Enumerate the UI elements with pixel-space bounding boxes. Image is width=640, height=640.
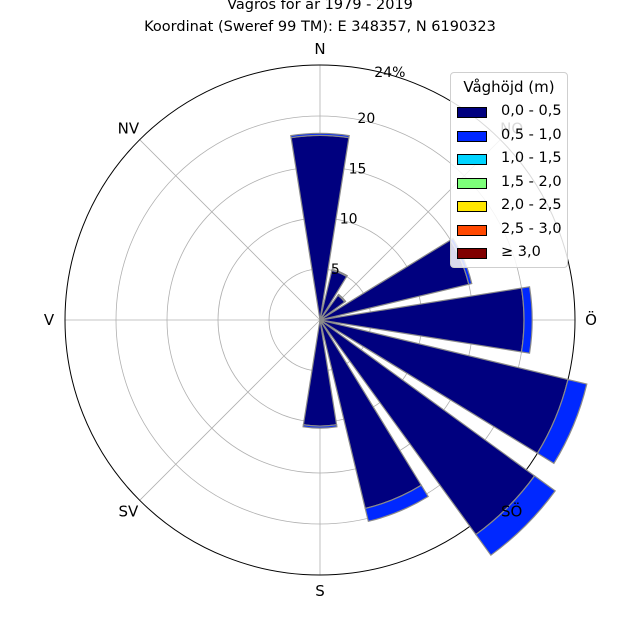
chart-title: Vågros för år 1979 - 2019 [227,0,413,13]
legend: Våghöjd (m) 0,0 - 0,5 0,5 - 1,0 1,0 - 1,5 1… [450,72,568,268]
outer-ring [64,64,576,576]
direction-label-SV: SV [118,503,139,521]
bar-NNO-1 [331,268,349,278]
chart-subtitle: Koordinat (Sweref 99 TM): E 348357, N 61… [144,19,496,35]
legend-swatch [457,177,487,189]
radial-tick-label: 5 [331,262,340,278]
bar-SSO-1 [364,484,430,523]
direction-label-S: S [315,582,325,600]
legend-label: 0,0 - 0,5 [501,103,562,119]
direction-label-NV: NV [118,119,140,137]
bar-OSO-1 [536,378,588,465]
bar-N-0 [290,134,350,321]
legend-label: 1,0 - 1,5 [501,150,562,166]
direction-label-SÖ: SÖ [501,502,522,521]
radial-tick-label: 15 [349,161,367,177]
legend-swatch [457,248,487,259]
legend-swatch [457,224,487,236]
radial-tick-labels: 5 10 15 20 24% [331,65,406,278]
wind-rose-bars [290,132,588,557]
direction-label-N: N [314,40,325,58]
direction-label-Ö: Ö [585,310,597,329]
legend-title: Våghöjd (m) [463,78,555,96]
radial-max-label: 24% [374,65,405,81]
legend-swatch [457,154,487,165]
legend-swatch [457,201,487,212]
legend-label: 2,0 - 2,5 [501,197,562,213]
legend-label: 1,5 - 2,0 [501,173,562,190]
legend-swatch [457,130,487,142]
bar-Ö-1 [520,286,533,354]
legend-label: 2,5 - 3,0 [501,220,562,237]
grid-spoke [139,319,321,501]
legend-label: 0,5 - 1,0 [501,126,562,143]
bar-SO-1 [475,475,557,557]
bar-NO-1 [337,293,347,303]
radial-tick-label: 10 [340,212,358,228]
direction-label-V: V [44,311,55,329]
radial-tick-label: 20 [357,111,375,127]
legend-label: ≥ 3,0 [501,244,541,260]
bar-N-1 [290,132,350,139]
grid-spoke [139,139,321,321]
bar-S-1 [302,424,338,429]
legend-swatch [457,107,487,118]
